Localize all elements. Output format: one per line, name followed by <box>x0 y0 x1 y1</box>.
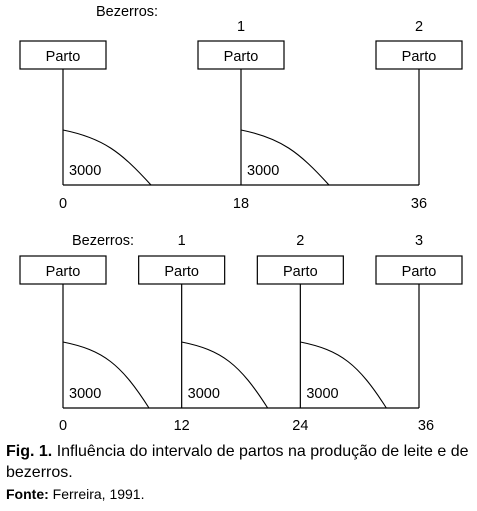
calf-number: 2 <box>296 233 304 249</box>
lactation-curve <box>62 341 150 409</box>
caption-text: Influência do intervalo de partos na pro… <box>6 443 469 481</box>
lactation-curve <box>300 341 387 409</box>
month-tick-label: 24 <box>292 418 308 434</box>
calving-box <box>19 255 107 285</box>
month-tick-label: 36 <box>411 196 427 212</box>
milk-yield-label: 3000 <box>188 386 220 402</box>
milk-yield-label: 3000 <box>69 163 101 179</box>
lactation-curve <box>181 341 269 409</box>
calving-box-label: Parto <box>402 264 437 280</box>
calving-box <box>138 255 226 285</box>
calving-box <box>19 40 107 70</box>
calving-interval-diagram: Bezerros:Parto03000Parto1183000Parto236B… <box>19 4 463 434</box>
source-text: Ferreira, 1991. <box>52 486 145 502</box>
source-label: Fonte: <box>6 486 49 502</box>
milk-yield-label: 3000 <box>69 386 101 402</box>
month-tick-label: 36 <box>418 418 434 434</box>
calving-box <box>375 40 463 70</box>
calving-box-label: Parto <box>224 49 259 65</box>
milk-yield-label: 3000 <box>306 386 338 402</box>
milk-yield-label: 3000 <box>247 163 279 179</box>
lactation-curve <box>240 129 330 186</box>
calving-box <box>197 40 285 70</box>
caption-label: Fig. 1. <box>6 443 53 460</box>
calving-box-label: Parto <box>283 264 318 280</box>
calving-box-label: Parto <box>46 49 81 65</box>
calf-number: 1 <box>237 19 245 35</box>
figure-caption: Fig. 1. Influência do intervalo de parto… <box>6 441 474 483</box>
calving-box-label: Parto <box>402 49 437 65</box>
calves-label: Bezerros: <box>96 4 158 20</box>
month-tick-label: 0 <box>59 418 67 434</box>
month-tick-label: 12 <box>174 418 190 434</box>
calving-box-label: Parto <box>46 264 81 280</box>
calf-number: 1 <box>178 233 186 249</box>
calves-label: Bezerros: <box>72 233 134 249</box>
month-tick-label: 18 <box>233 196 249 212</box>
calf-number: 2 <box>415 19 423 35</box>
calving-box <box>375 255 463 285</box>
calving-box-label: Parto <box>164 264 199 280</box>
calving-box <box>256 255 344 285</box>
month-tick-label: 0 <box>59 196 67 212</box>
lactation-curve <box>62 129 152 186</box>
figure-source: Fonte: Ferreira, 1991. <box>6 486 144 502</box>
calf-number: 3 <box>415 233 423 249</box>
